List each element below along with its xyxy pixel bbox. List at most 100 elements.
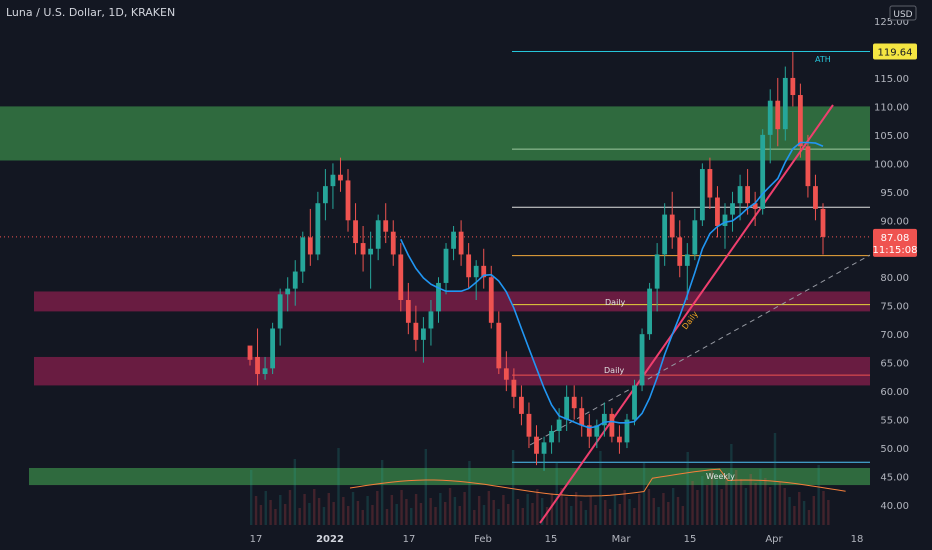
volume-bar	[337, 448, 340, 525]
candle	[375, 214, 381, 261]
volume-bar	[254, 496, 258, 525]
x-tick-label: 2022	[316, 534, 344, 545]
y-tick-label: 90.00	[880, 216, 909, 227]
volume-ma-line	[349, 468, 846, 497]
volume-bar	[492, 500, 495, 525]
volume-bar	[385, 509, 389, 525]
volume-bar	[487, 491, 491, 525]
volume-bar	[279, 495, 282, 525]
volume-bar	[671, 488, 675, 525]
candle	[594, 419, 600, 449]
candle-body	[496, 322, 502, 369]
volume-bar	[681, 506, 685, 525]
candle	[813, 174, 818, 221]
candle-body	[797, 95, 803, 147]
volume-bar	[390, 495, 394, 525]
volume-bar	[405, 499, 408, 525]
volume-bar	[429, 498, 432, 525]
candle	[820, 203, 826, 255]
trendline-daily-solid	[539, 104, 834, 524]
candle	[300, 231, 306, 283]
candle-body	[526, 413, 532, 437]
y-tick-label: 45.00	[880, 473, 909, 484]
candle-body	[707, 169, 713, 198]
candle	[390, 220, 396, 266]
candle	[632, 379, 637, 426]
candle-body	[519, 396, 524, 414]
candle	[692, 208, 698, 261]
volume-bar	[502, 495, 505, 525]
volume-bar	[531, 503, 534, 525]
volume-bar	[705, 485, 709, 525]
candle	[654, 243, 660, 312]
volume-bar	[410, 508, 413, 525]
volume-bar	[545, 507, 549, 525]
volume-bar	[269, 500, 272, 525]
volume-bar	[293, 459, 297, 525]
candle	[338, 157, 343, 192]
candle-body	[405, 300, 411, 323]
candle-body	[421, 328, 426, 340]
x-tick-label: Mar	[612, 534, 632, 545]
candle-body	[398, 254, 404, 301]
volume-bar	[536, 489, 539, 525]
x-tick-label: Apr	[765, 534, 783, 545]
trendline-daily-dashed	[529, 254, 871, 446]
volume-bar	[497, 509, 500, 525]
candle-body	[534, 436, 539, 454]
candle	[360, 225, 366, 272]
volume-bar	[701, 476, 704, 525]
volume-bar	[749, 474, 752, 525]
candle-body	[617, 436, 622, 443]
volume-bar	[453, 497, 457, 525]
candle-body	[564, 396, 570, 420]
candle-body	[285, 288, 291, 295]
candle	[526, 402, 532, 449]
candle	[677, 220, 683, 278]
candle-body	[699, 169, 705, 221]
candle	[737, 174, 743, 221]
candle	[451, 225, 456, 261]
volume-bar	[482, 505, 486, 525]
candle	[586, 413, 592, 449]
candle	[473, 260, 479, 301]
volume-bar	[715, 480, 718, 525]
y-tick-label: 80.00	[880, 273, 909, 284]
candle-body	[511, 379, 517, 397]
volume-bar	[444, 502, 447, 525]
currency-box[interactable]	[889, 5, 917, 21]
volume-bar	[657, 507, 660, 525]
candle-body	[692, 220, 698, 255]
volume-bar	[652, 498, 655, 525]
candle	[684, 243, 690, 301]
volume-bar	[613, 495, 617, 525]
candle	[775, 77, 781, 147]
candle-body	[586, 425, 592, 437]
candle-body	[247, 345, 253, 360]
candle-body	[451, 231, 456, 249]
y-tick-label: 50.00	[880, 444, 909, 455]
volume-bar	[618, 504, 621, 525]
candle-body	[458, 231, 464, 255]
volume-bar	[550, 493, 554, 525]
candle	[760, 129, 766, 215]
candle-body	[579, 408, 585, 426]
y-tick-label: 125.00	[874, 17, 909, 28]
candle-body	[315, 203, 321, 255]
y-tick-label: 55.00	[880, 416, 909, 427]
volume-bar	[822, 491, 825, 525]
candle-body	[639, 334, 645, 386]
volume-bar	[773, 433, 777, 525]
volume-bar	[376, 491, 379, 525]
candle-body	[277, 294, 283, 329]
last-price-text: 87.08	[881, 233, 910, 244]
volume-bar	[565, 497, 568, 525]
volume-bar	[288, 490, 292, 525]
y-tick-label: 105.00	[874, 131, 909, 142]
candle	[285, 277, 291, 312]
volume-bar	[555, 462, 558, 525]
candle-body	[662, 214, 668, 255]
volume-bar	[308, 503, 311, 525]
